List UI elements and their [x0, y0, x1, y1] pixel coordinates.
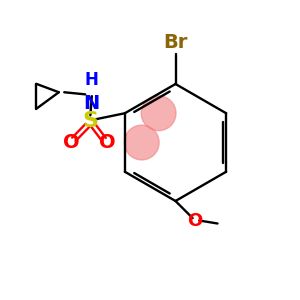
- Circle shape: [141, 96, 176, 130]
- Text: H: H: [85, 71, 99, 89]
- Text: O: O: [188, 212, 202, 230]
- Circle shape: [124, 125, 159, 160]
- Text: Br: Br: [163, 34, 188, 52]
- Text: O: O: [62, 133, 79, 152]
- Text: S: S: [82, 111, 98, 131]
- Text: N: N: [84, 94, 100, 113]
- Text: O: O: [98, 133, 115, 152]
